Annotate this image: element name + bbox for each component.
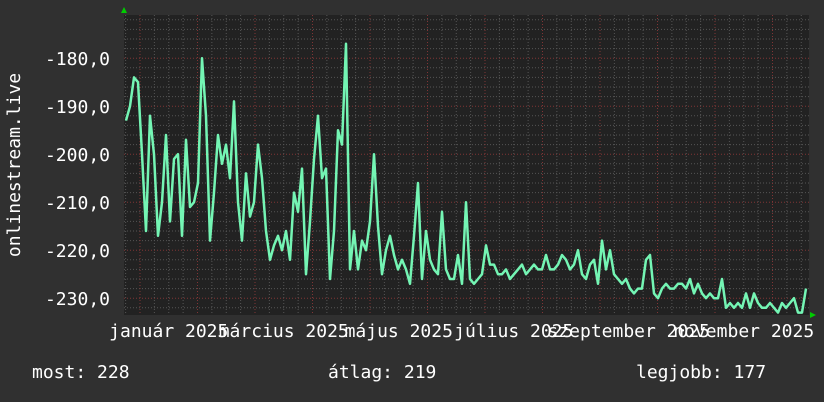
y-tick-label: -190,0 bbox=[45, 97, 110, 118]
x-tick-label: szeptember 2025 bbox=[547, 321, 710, 342]
stat-average: átlag: 219 bbox=[328, 362, 437, 383]
x-tick-label: március 2025 bbox=[219, 321, 349, 342]
y-tick-label: -200,0 bbox=[45, 145, 110, 166]
y-tick-label: -210,0 bbox=[45, 193, 110, 214]
x-tick-label: január 2025 bbox=[109, 321, 228, 342]
y-tick-label: -230,0 bbox=[45, 289, 110, 310]
y-axis-arrow-icon bbox=[121, 7, 127, 13]
y-axis-label: onlinestream.live bbox=[4, 73, 25, 257]
y-tick-label: -180,0 bbox=[45, 49, 110, 70]
plot-area bbox=[124, 15, 809, 315]
x-tick-label: május 2025 bbox=[345, 321, 453, 342]
stat-current: most: 228 bbox=[32, 362, 130, 383]
series-line bbox=[124, 42, 808, 314]
y-axis: -180,0 -190,0 -200,0 -210,0 -220,0 -230,0 bbox=[45, 49, 110, 310]
x-tick-label: november 2025 bbox=[673, 321, 814, 342]
y-tick-label: -220,0 bbox=[45, 241, 110, 262]
stat-best: legjobb: 177 bbox=[636, 362, 767, 383]
x-axis-arrow-icon bbox=[810, 312, 816, 318]
x-tick-label: július 2025 bbox=[454, 321, 573, 342]
